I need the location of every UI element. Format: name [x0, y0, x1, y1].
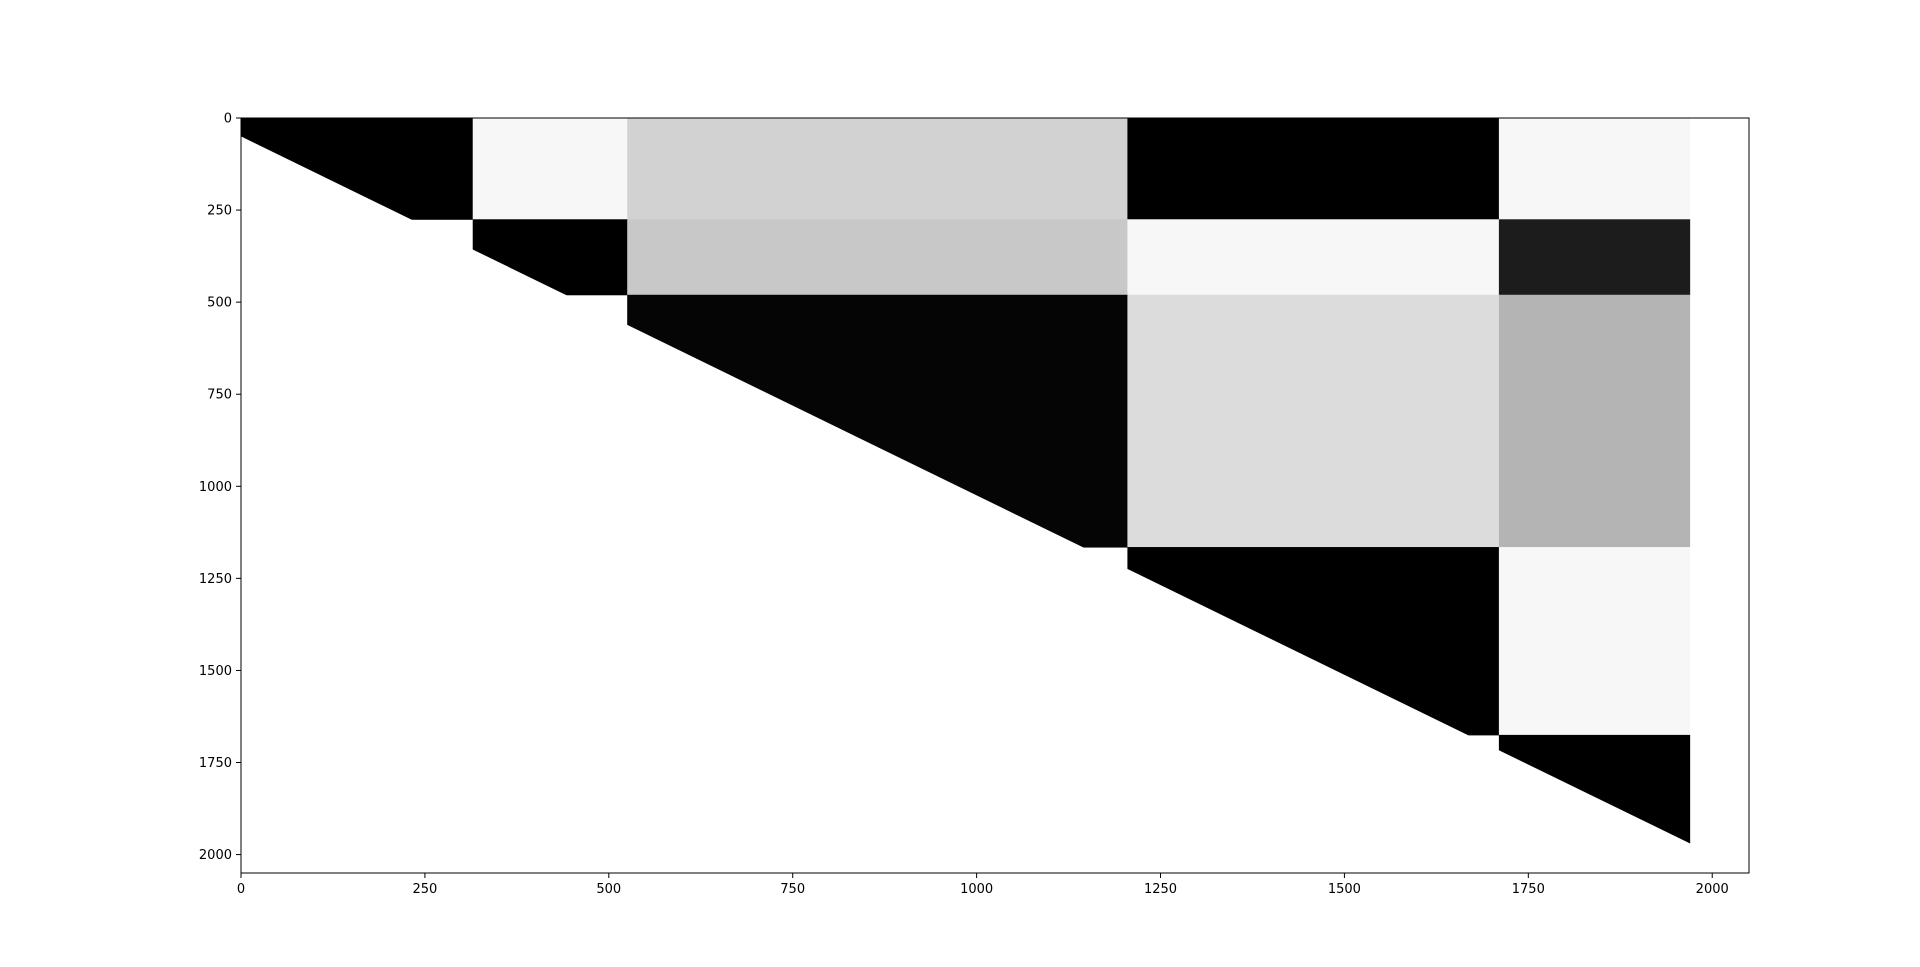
x-axis: 0 250 500 750 1000 1250 1500 1750 2000 [237, 873, 1729, 897]
heatmap-block-r3-c3 [1127, 547, 1500, 736]
heatmap-block-r1-c2 [627, 219, 1128, 296]
heatmap-block-r2-c4 [1498, 294, 1691, 548]
x-tick-label-5: 1250 [1144, 882, 1177, 897]
x-tick-label-6: 1500 [1328, 882, 1361, 897]
heatmap-block-r2-c2 [627, 294, 1128, 548]
heatmap-block-r3-c4 [1498, 547, 1691, 736]
heatmap-block-r2-c3 [1127, 294, 1500, 548]
y-tick-label-0: 0 [224, 112, 232, 127]
x-tick-label-8: 2000 [1696, 882, 1729, 897]
y-tick-label-6: 1500 [199, 664, 232, 679]
heatmap-block-r1-c1 [472, 219, 628, 296]
heatmap-blocks [241, 118, 1691, 844]
heatmap-block-r0-c1 [472, 118, 628, 220]
x-tick-label-1: 250 [412, 882, 437, 897]
y-axis: 0 250 500 750 1000 1250 1500 1750 2000 [199, 112, 241, 863]
y-tick-label-4: 1000 [199, 480, 232, 495]
heatmap-block-r1-c3 [1127, 219, 1500, 296]
heatmap-block-r0-c0 [241, 118, 474, 220]
y-tick-label-5: 1250 [199, 572, 232, 587]
y-tick-label-2: 500 [207, 296, 232, 311]
x-tick-label-3: 750 [780, 882, 805, 897]
x-tick-label-4: 1000 [960, 882, 993, 897]
y-tick-label-8: 2000 [199, 848, 232, 863]
heatmap-block-r0-c2 [627, 118, 1128, 220]
heatmap-block-r4-c4 [1498, 734, 1691, 844]
x-tick-label-2: 500 [596, 882, 621, 897]
y-tick-label-7: 1750 [199, 756, 232, 771]
y-tick-label-1: 250 [207, 204, 232, 219]
axes-frame [240, 117, 1750, 874]
heatmap-block-r0-c3 [1127, 118, 1500, 220]
y-tick-label-3: 750 [207, 388, 232, 403]
x-tick-label-7: 1750 [1512, 882, 1545, 897]
heatmap-block-r1-c4 [1498, 219, 1691, 296]
heatmap-block-r0-c4 [1498, 118, 1691, 220]
x-tick-label-0: 0 [237, 882, 245, 897]
